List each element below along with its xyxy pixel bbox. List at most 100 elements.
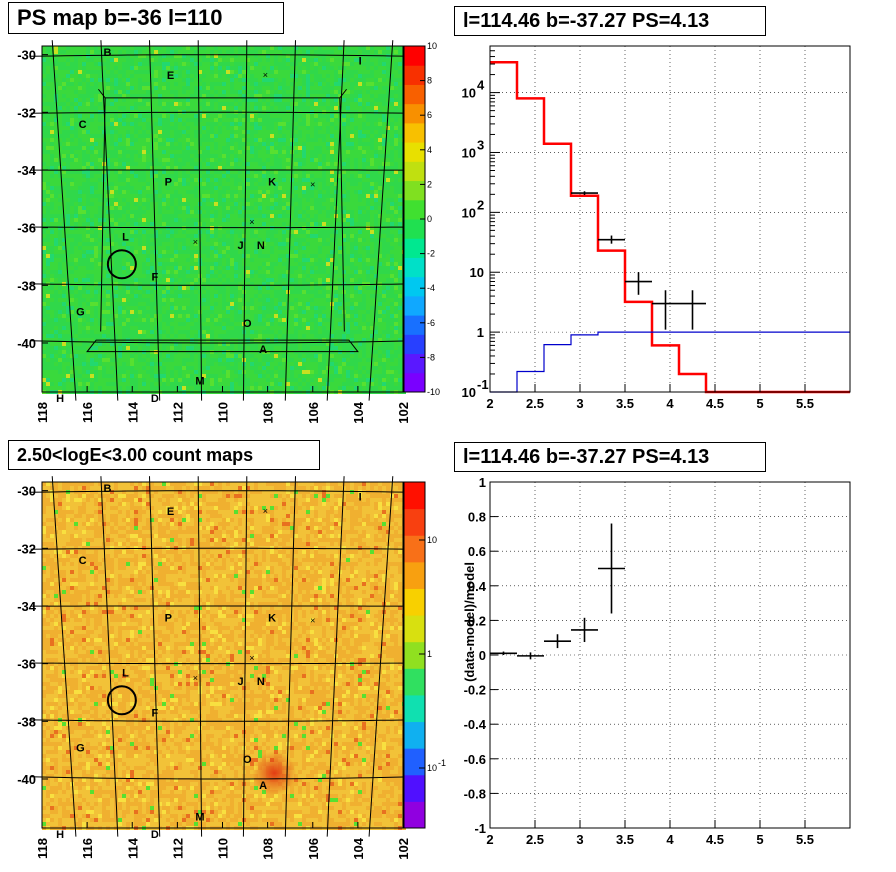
map-pixel [98,174,102,178]
map-pixel [366,258,370,262]
map-pixel [306,106,310,110]
map-pixel [222,146,226,150]
map-pixel [210,158,214,162]
map-pixel [86,222,90,226]
map-pixel [374,238,378,242]
map-pixel [398,94,402,98]
map-pixel [158,114,162,118]
map-pixel [306,158,310,162]
map-pixel [182,78,186,82]
map-pixel [374,170,378,174]
map-pixel [318,146,322,150]
map-pixel [262,118,266,122]
map-pixel [118,118,122,122]
map-pixel [270,258,274,262]
map-pixel [270,130,274,134]
map-pixel [226,246,230,250]
map-pixel [378,130,382,134]
map-pixel [118,254,122,258]
map-pixel [362,230,366,234]
map-pixel [326,78,330,82]
map-pixel [278,106,282,110]
map-pixel [306,258,310,262]
map-pixel [302,138,306,142]
map-pixel [98,134,102,138]
map-pixel [294,138,298,142]
map-pixel [278,214,282,218]
map-pixel [50,178,54,182]
map-pixel [166,246,170,250]
map-pixel [50,234,54,238]
map-pixel [142,82,146,86]
map-pixel [394,254,398,258]
map-pixel [178,214,182,218]
map-pixel [70,234,74,238]
map-pixel [186,258,190,262]
map-pixel [42,62,46,66]
map-pixel [398,254,402,258]
map-pixel [194,218,198,222]
map-pixel [322,106,326,110]
map-pixel [382,206,386,210]
map-pixel [142,182,146,186]
map-pixel [310,118,314,122]
map-pixel [134,146,138,150]
map-pixel [118,86,122,90]
map-pixel [62,50,66,54]
map-pixel [254,58,258,62]
map-pixel [178,162,182,166]
map-pixel [378,74,382,78]
map-pixel [294,130,298,134]
map-pixel [86,182,90,186]
map-pixel [262,142,266,146]
map-pixel [278,222,282,226]
map-pixel [102,90,106,94]
map-pixel [210,78,214,82]
map-pixel [282,86,286,90]
map-pixel [298,218,302,222]
map-pixel [218,206,222,210]
map-pixel [170,82,174,86]
map-pixel [350,214,354,218]
map-pixel [46,166,50,170]
map-pixel [162,198,166,202]
map-pixel [250,134,254,138]
map-pixel [166,154,170,158]
map-pixel [358,90,362,94]
map-pixel [50,70,54,74]
map-pixel [398,166,402,170]
map-pixel [154,46,158,50]
map-pixel [222,86,226,90]
map-pixel [230,62,234,66]
map-pixel [122,174,126,178]
map-pixel [322,202,326,206]
map-pixel [70,202,74,206]
map-pixel [326,138,330,142]
map-pixel [82,246,86,250]
map-pixel [82,158,86,162]
map-pixel [318,134,322,138]
map-pixel [374,218,378,222]
map-pixel [362,86,366,90]
map-pixel [326,250,330,254]
map-pixel [370,230,374,234]
map-pixel [182,234,186,238]
map-pixel [98,94,102,98]
map-pixel [146,250,150,254]
map-pixel [230,182,234,186]
map-pixel [122,122,126,126]
map-pixel [250,102,254,106]
map-pixel [118,82,122,86]
map-pixel [230,258,234,262]
map-pixel [206,162,210,166]
map-pixel [174,70,178,74]
map-pixel [266,190,270,194]
map-pixel [230,126,234,130]
map-pixel [182,46,186,50]
map-pixel [266,166,270,170]
map-pixel [130,258,134,262]
map-pixel [354,230,358,234]
map-pixel [274,102,278,106]
map-pixel [350,70,354,74]
map-pixel [90,118,94,122]
